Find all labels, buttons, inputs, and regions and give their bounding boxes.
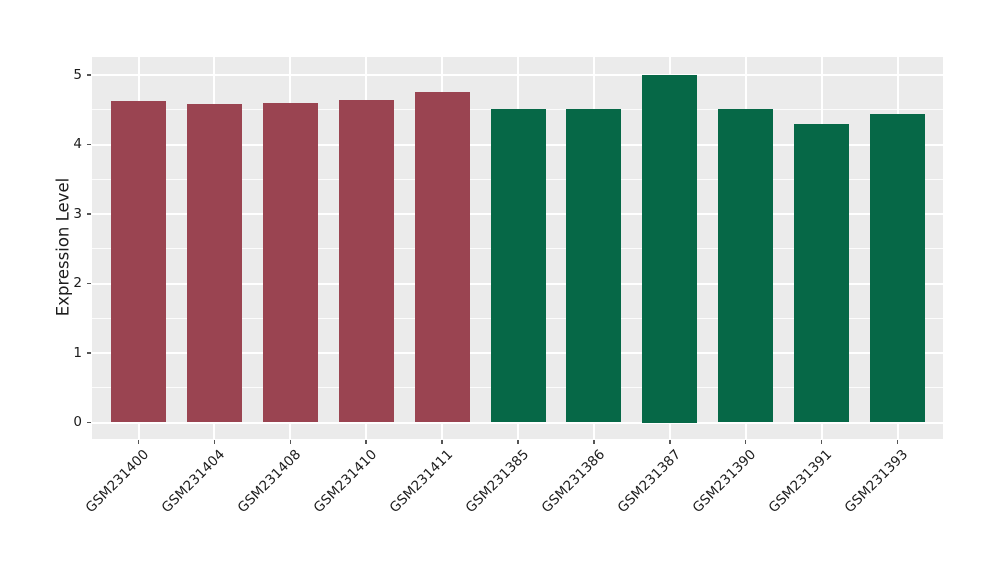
x-tick-GSM231386 [593, 440, 595, 444]
x-tick-GSM231387 [669, 440, 671, 444]
y-tick-label-1: 1 [73, 344, 82, 361]
x-tick-label-GSM231390: GSM231390 [690, 446, 760, 517]
y-tick-5 [87, 74, 91, 76]
x-tick-label-GSM231400: GSM231400 [82, 446, 153, 517]
bar-GSM231387 [642, 75, 698, 423]
x-tick-label-GSM231411: GSM231411 [386, 446, 457, 517]
x-tick-label-GSM231404: GSM231404 [158, 446, 229, 517]
bar-GSM231404 [186, 104, 242, 423]
x-tick-label-GSM231385: GSM231385 [462, 446, 532, 517]
bar-GSM231393 [870, 113, 925, 423]
x-tick-GSM231408 [289, 440, 292, 444]
y-tick-label-4: 4 [73, 136, 82, 152]
y-tick-3 [87, 213, 91, 215]
plot-panel [92, 57, 943, 439]
bar-GSM231410 [338, 100, 394, 423]
y-tick-0 [87, 421, 91, 424]
y-tick-label-3: 3 [73, 205, 82, 222]
bar-GSM231385 [490, 109, 546, 423]
x-tick-GSM231393 [896, 440, 899, 444]
x-tick-label-GSM231391: GSM231391 [766, 446, 836, 517]
y-tick-1 [87, 352, 91, 354]
x-tick-GSM231400 [137, 440, 140, 444]
x-tick-GSM231404 [213, 440, 216, 444]
x-tick-GSM231390 [744, 440, 747, 444]
bar-GSM231386 [566, 109, 622, 423]
x-tick-label-GSM231408: GSM231408 [234, 446, 305, 517]
y-tick-label-0: 0 [73, 414, 82, 430]
bar-GSM231411 [414, 91, 470, 423]
x-tick-GSM231391 [820, 440, 823, 444]
y-tick-4 [87, 143, 91, 146]
x-tick-GSM231410 [365, 440, 367, 444]
bar-GSM231390 [718, 109, 774, 423]
x-tick-label-GSM231393: GSM231393 [841, 446, 912, 517]
bar-GSM231408 [262, 102, 318, 423]
x-tick-label-GSM231387: GSM231387 [614, 446, 684, 517]
bar-GSM231391 [794, 123, 850, 423]
y-axis-title: Expression Level [53, 177, 73, 317]
x-tick-GSM231385 [517, 440, 519, 444]
bar-GSM231400 [111, 100, 166, 423]
x-tick-GSM231411 [441, 440, 443, 444]
y-tick-2 [87, 282, 91, 285]
y-tick-label-2: 2 [73, 275, 82, 291]
x-tick-label-GSM231386: GSM231386 [538, 446, 608, 517]
x-tick-label-GSM231410: GSM231410 [310, 446, 381, 517]
y-tick-label-5: 5 [73, 66, 82, 83]
